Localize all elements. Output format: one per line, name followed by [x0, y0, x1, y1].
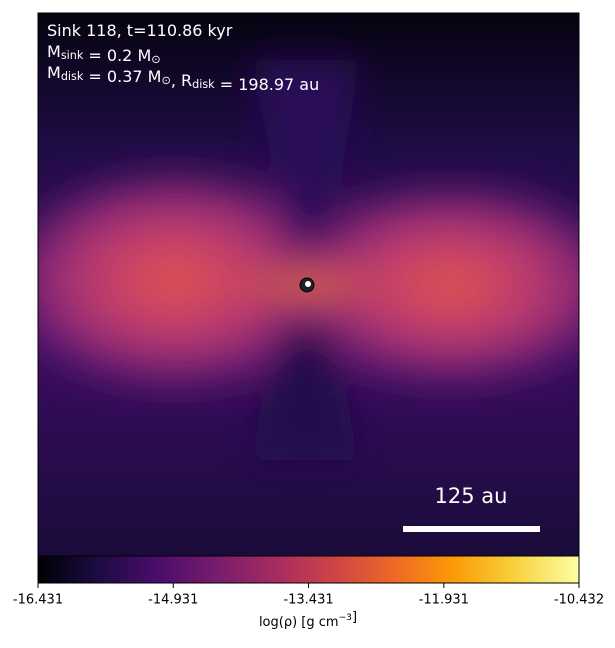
colorbar-tick-label: -16.431 — [13, 593, 63, 608]
annotation: Msink = 0.2 M⊙ — [47, 42, 161, 67]
subscript: disk — [192, 78, 215, 91]
superscript: −3 — [339, 613, 353, 623]
subscript: disk — [61, 70, 84, 83]
annotation: Mdisk = 0.37 M⊙, Rdisk = 198.97 au — [47, 63, 319, 94]
subscript: ⊙ — [161, 74, 170, 87]
text-part: log(ρ) [g cm — [259, 615, 339, 630]
text-part: ] — [352, 610, 357, 625]
scale-bar — [403, 526, 540, 532]
colorbar-axis: -16.431 -14.931 -13.431 -11.931 -10.432 — [13, 583, 604, 608]
sink-core — [305, 281, 311, 287]
colorbar-tick-label: -13.431 — [283, 593, 333, 608]
text-part: , R — [171, 71, 192, 90]
colorbar — [37, 555, 580, 584]
text-part: M — [47, 42, 61, 61]
annotation: Sink 118, t=110.86 kyr — [47, 21, 233, 40]
colorbar-tick-label: -11.931 — [419, 593, 469, 608]
text-part: Sink 118, t=110.86 kyr — [47, 21, 233, 40]
scale-bar-label: 125 au — [435, 484, 508, 508]
subscript: sink — [61, 49, 84, 62]
text-part: = 198.97 au — [215, 75, 320, 94]
text-part: = 0.37 M — [83, 67, 161, 86]
density-image — [38, 13, 579, 556]
colorbar-tick-label: -14.931 — [148, 593, 198, 608]
text-part: M — [47, 63, 61, 82]
colorbar-tick-label: -10.432 — [554, 593, 604, 608]
colorbar-label: log(ρ) [g cm−3] — [259, 610, 357, 630]
text-part: = 0.2 M — [83, 46, 151, 65]
subscript: ⊙ — [151, 53, 160, 66]
